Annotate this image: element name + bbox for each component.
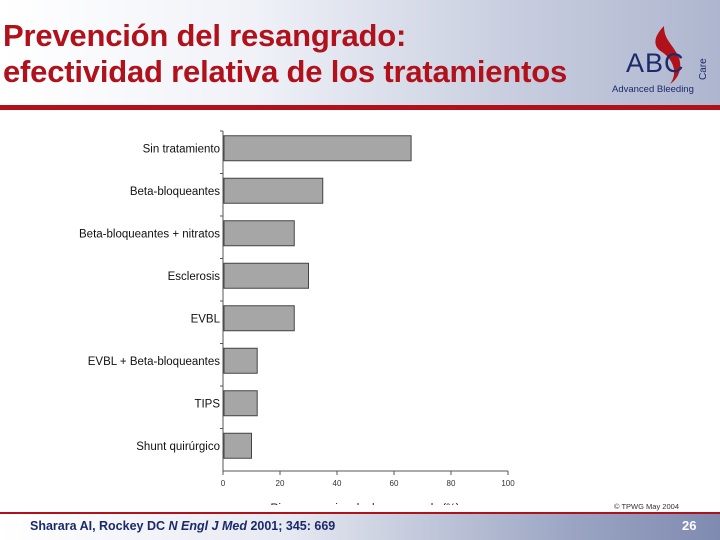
bar [223,220,295,247]
logo-subtitle: Advanced Bleeding [612,84,694,95]
citation-authors: Sharara AI, Rockey DC [30,519,169,533]
x-tick-label: 80 [447,479,456,488]
flame-icon [655,26,681,84]
x-tick-label: 100 [501,479,515,488]
title-line-2: efectividad relativa de los tratamientos [3,54,567,89]
category-label: EVBL [191,313,221,325]
bar [223,262,309,289]
bar [223,135,412,162]
x-tick-label: 20 [276,479,285,488]
x-axis-title: Riesgo aproximado de resangrado (%) [271,502,460,505]
x-tick-label: 0 [221,479,226,488]
slide-title: Prevención del resangrado: efectividad r… [3,18,603,90]
citation-details: 2001; 345: 669 [246,519,336,533]
bar [223,177,324,204]
category-label: Sin tratamiento [143,143,220,155]
abc-care-logo: ABC Care Advanced Bleeding [606,20,716,100]
bar-chart: Sin tratamiento Beta-bloqueantes Beta-bloq… [79,130,515,505]
citation: Sharara AI, Rockey DC N Engl J Med 2001;… [30,519,335,533]
bar [223,305,295,332]
footer-divider [0,512,720,514]
bar [223,347,258,374]
x-tick-label: 60 [390,479,399,488]
bar [223,390,258,417]
slide-header [0,0,720,105]
citation-journal: N Engl J Med [168,519,247,533]
logo-care: Care [698,58,709,80]
slide-footer [0,512,720,540]
category-label: Beta-bloqueantes + nitratos [79,228,220,240]
copyright-note: © TPWG May 2004 [614,502,679,511]
category-label: Beta-bloqueantes [130,186,220,198]
category-label: TIPS [194,398,220,410]
header-divider [0,105,720,110]
bar [223,432,252,459]
x-tick-label: 40 [333,479,342,488]
category-label: Shunt quirúrgico [136,441,220,453]
title-line-1: Prevención del resangrado: [3,18,407,53]
category-label: EVBL + Beta-bloqueantes [88,356,220,368]
logo-abc: ABC [626,48,685,78]
category-label: Esclerosis [168,271,221,283]
page-number: 26 [682,518,697,533]
